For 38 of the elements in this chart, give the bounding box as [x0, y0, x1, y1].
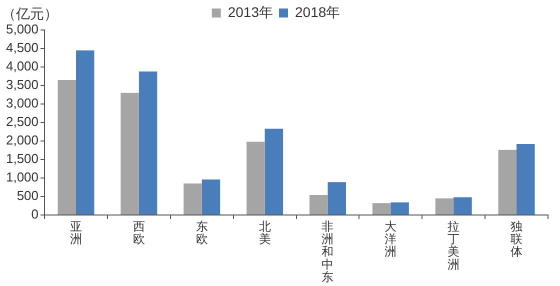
legend-label: 2013年 — [228, 4, 274, 20]
y-tick-label: 3,000 — [6, 96, 39, 111]
bar — [58, 80, 76, 214]
x-tick-label: 东欧 — [196, 219, 208, 246]
y-tick-label: 3,500 — [6, 77, 39, 92]
bar — [120, 92, 139, 214]
y-tick-label: 0 — [31, 206, 39, 222]
bar — [454, 197, 472, 214]
bar — [516, 144, 535, 214]
legend-label: 2018年 — [295, 4, 340, 20]
bar — [435, 198, 454, 214]
y-axis-title: （亿元） — [2, 6, 58, 23]
bar — [76, 50, 94, 214]
y-tick-label: 1,500 — [6, 151, 39, 166]
bar — [328, 182, 346, 214]
bar — [138, 71, 158, 214]
bar — [264, 128, 284, 214]
x-tick-label: 独联体 — [510, 219, 523, 259]
x-tick-label: 拉丁美洲 — [448, 219, 460, 272]
y-tick-label: 2,500 — [6, 114, 39, 130]
y-tick-label: 4,000 — [6, 58, 39, 74]
bar — [184, 184, 202, 214]
bar — [309, 195, 328, 214]
x-tick-label: 西欧 — [132, 219, 145, 246]
bar — [246, 142, 265, 214]
bar — [498, 150, 517, 214]
y-tick-label: 500 — [16, 188, 39, 204]
y-tick-label: 4,500 — [6, 40, 39, 56]
x-tick-label: 北美 — [258, 219, 271, 246]
bar — [372, 203, 391, 214]
y-tick-label: 1,000 — [6, 170, 39, 185]
y-tick-label: 2,000 — [6, 132, 39, 148]
y-tick-label: 5,000 — [6, 22, 39, 37]
x-tick-label: 大洋洲 — [384, 219, 397, 259]
bar — [202, 179, 220, 214]
bar — [390, 202, 409, 214]
x-tick-label: 非洲和中东 — [322, 219, 334, 284]
x-tick-label: 亚洲 — [70, 219, 82, 246]
